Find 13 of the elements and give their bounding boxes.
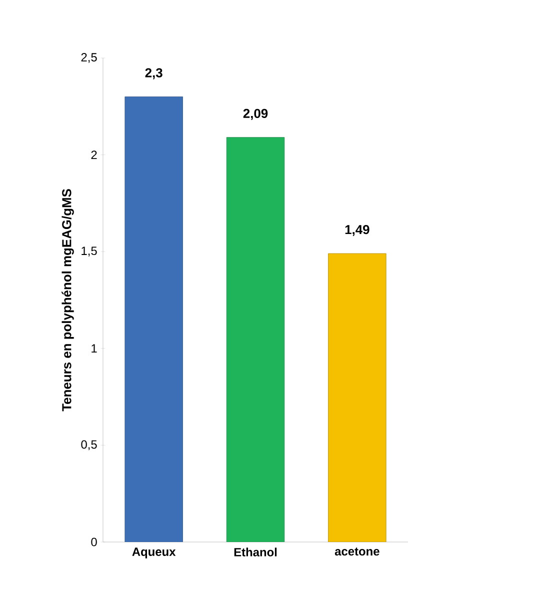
x-tick-label: Aqueux [132, 548, 176, 558]
data-label: 2,09 [243, 108, 268, 120]
y-tick-label: 1 [92, 344, 97, 353]
y-axis-title: Teneurs en polyphénol mgEAG/gMS [62, 189, 74, 412]
y-tick-label: 2,5 [81, 53, 97, 63]
y-tick-label: 0,5 [81, 440, 97, 450]
data-label: 2,3 [145, 68, 162, 80]
x-tick-label: acetone [334, 548, 380, 556]
data-label: 1,49 [345, 225, 370, 236]
y-tick-label: 1,5 [82, 246, 97, 256]
y-tick-label: 2 [91, 150, 97, 159]
x-tick-label: Ethanol [234, 548, 277, 556]
y-tick-label: 0 [91, 538, 97, 546]
